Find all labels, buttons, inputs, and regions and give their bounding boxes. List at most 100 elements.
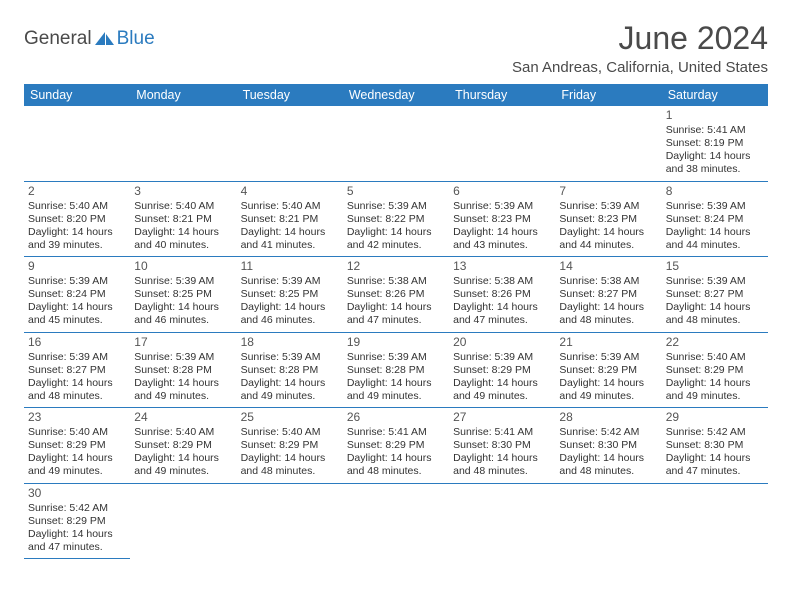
location-text: San Andreas, California, United States	[512, 59, 768, 76]
calendar-cell: 12Sunrise: 5:38 AMSunset: 8:26 PMDayligh…	[343, 257, 449, 333]
day-number: 20	[453, 335, 551, 350]
calendar-cell: 9Sunrise: 5:39 AMSunset: 8:24 PMDaylight…	[24, 257, 130, 333]
calendar-cell: 14Sunrise: 5:38 AMSunset: 8:27 PMDayligh…	[555, 257, 661, 333]
calendar-cell-empty	[130, 483, 236, 559]
sunset-line: Sunset: 8:29 PM	[241, 439, 339, 452]
day-number: 26	[347, 410, 445, 425]
daylight-line-2: and 44 minutes.	[559, 239, 657, 252]
sunrise-line: Sunrise: 5:38 AM	[453, 275, 551, 288]
daylight-line-1: Daylight: 14 hours	[28, 452, 126, 465]
daylight-line-2: and 49 minutes.	[666, 390, 764, 403]
sunrise-line: Sunrise: 5:39 AM	[347, 351, 445, 364]
day-number: 13	[453, 259, 551, 274]
sunrise-line: Sunrise: 5:40 AM	[28, 426, 126, 439]
day-number: 1	[666, 108, 764, 123]
day-number: 24	[134, 410, 232, 425]
calendar-body: 1Sunrise: 5:41 AMSunset: 8:19 PMDaylight…	[24, 106, 768, 559]
logo-text-general: General	[24, 28, 92, 50]
sunrise-line: Sunrise: 5:41 AM	[453, 426, 551, 439]
day-number: 29	[666, 410, 764, 425]
calendar-cell: 8Sunrise: 5:39 AMSunset: 8:24 PMDaylight…	[662, 181, 768, 257]
day-number: 30	[28, 486, 126, 501]
daylight-line-2: and 47 minutes.	[347, 314, 445, 327]
daylight-line-1: Daylight: 14 hours	[347, 452, 445, 465]
daylight-line-1: Daylight: 14 hours	[134, 452, 232, 465]
sunrise-line: Sunrise: 5:40 AM	[134, 200, 232, 213]
calendar-row: 23Sunrise: 5:40 AMSunset: 8:29 PMDayligh…	[24, 408, 768, 484]
day-number: 7	[559, 184, 657, 199]
calendar-cell: 24Sunrise: 5:40 AMSunset: 8:29 PMDayligh…	[130, 408, 236, 484]
sunset-line: Sunset: 8:29 PM	[28, 439, 126, 452]
calendar-cell-empty	[237, 483, 343, 559]
day-number: 16	[28, 335, 126, 350]
sunrise-line: Sunrise: 5:40 AM	[28, 200, 126, 213]
sunrise-line: Sunrise: 5:38 AM	[347, 275, 445, 288]
daylight-line-2: and 44 minutes.	[666, 239, 764, 252]
sunset-line: Sunset: 8:19 PM	[666, 137, 764, 150]
sunset-line: Sunset: 8:24 PM	[666, 213, 764, 226]
day-cell: 5Sunrise: 5:39 AMSunset: 8:22 PMDaylight…	[347, 184, 445, 253]
day-number: 17	[134, 335, 232, 350]
sunset-line: Sunset: 8:28 PM	[134, 364, 232, 377]
daylight-line-2: and 41 minutes.	[241, 239, 339, 252]
sunset-line: Sunset: 8:29 PM	[666, 364, 764, 377]
day-cell: 27Sunrise: 5:41 AMSunset: 8:30 PMDayligh…	[453, 410, 551, 479]
calendar-cell: 6Sunrise: 5:39 AMSunset: 8:23 PMDaylight…	[449, 181, 555, 257]
sunrise-line: Sunrise: 5:39 AM	[666, 275, 764, 288]
sunset-line: Sunset: 8:20 PM	[28, 213, 126, 226]
daylight-line-1: Daylight: 14 hours	[559, 226, 657, 239]
sunrise-line: Sunrise: 5:39 AM	[453, 351, 551, 364]
sunrise-line: Sunrise: 5:39 AM	[453, 200, 551, 213]
calendar-cell: 4Sunrise: 5:40 AMSunset: 8:21 PMDaylight…	[237, 181, 343, 257]
sunset-line: Sunset: 8:28 PM	[241, 364, 339, 377]
day-cell: 12Sunrise: 5:38 AMSunset: 8:26 PMDayligh…	[347, 259, 445, 328]
daylight-line-1: Daylight: 14 hours	[28, 301, 126, 314]
day-number: 22	[666, 335, 764, 350]
daylight-line-1: Daylight: 14 hours	[559, 452, 657, 465]
calendar-cell: 21Sunrise: 5:39 AMSunset: 8:29 PMDayligh…	[555, 332, 661, 408]
calendar-cell: 26Sunrise: 5:41 AMSunset: 8:29 PMDayligh…	[343, 408, 449, 484]
day-number: 2	[28, 184, 126, 199]
calendar-cell-empty	[555, 483, 661, 559]
sunset-line: Sunset: 8:29 PM	[134, 439, 232, 452]
calendar-cell: 22Sunrise: 5:40 AMSunset: 8:29 PMDayligh…	[662, 332, 768, 408]
day-cell: 7Sunrise: 5:39 AMSunset: 8:23 PMDaylight…	[559, 184, 657, 253]
calendar-cell: 29Sunrise: 5:42 AMSunset: 8:30 PMDayligh…	[662, 408, 768, 484]
day-number: 3	[134, 184, 232, 199]
day-cell: 14Sunrise: 5:38 AMSunset: 8:27 PMDayligh…	[559, 259, 657, 328]
sunrise-line: Sunrise: 5:41 AM	[666, 124, 764, 137]
sunrise-line: Sunrise: 5:42 AM	[28, 502, 126, 515]
daylight-line-2: and 48 minutes.	[666, 314, 764, 327]
day-number: 27	[453, 410, 551, 425]
daylight-line-1: Daylight: 14 hours	[559, 377, 657, 390]
month-title: June 2024	[512, 20, 768, 57]
daylight-line-1: Daylight: 14 hours	[28, 226, 126, 239]
column-header: Wednesday	[343, 84, 449, 106]
daylight-line-1: Daylight: 14 hours	[28, 377, 126, 390]
daylight-line-2: and 45 minutes.	[28, 314, 126, 327]
daylight-line-1: Daylight: 14 hours	[666, 150, 764, 163]
daylight-line-2: and 49 minutes.	[28, 465, 126, 478]
sunrise-line: Sunrise: 5:39 AM	[28, 351, 126, 364]
sunset-line: Sunset: 8:21 PM	[134, 213, 232, 226]
calendar-table: SundayMondayTuesdayWednesdayThursdayFrid…	[24, 84, 768, 559]
daylight-line-2: and 38 minutes.	[666, 163, 764, 176]
sunset-line: Sunset: 8:26 PM	[453, 288, 551, 301]
daylight-line-1: Daylight: 14 hours	[453, 226, 551, 239]
day-cell: 2Sunrise: 5:40 AMSunset: 8:20 PMDaylight…	[28, 184, 126, 253]
day-cell: 10Sunrise: 5:39 AMSunset: 8:25 PMDayligh…	[134, 259, 232, 328]
day-number: 25	[241, 410, 339, 425]
day-cell: 25Sunrise: 5:40 AMSunset: 8:29 PMDayligh…	[241, 410, 339, 479]
daylight-line-2: and 42 minutes.	[347, 239, 445, 252]
column-header: Tuesday	[237, 84, 343, 106]
daylight-line-1: Daylight: 14 hours	[666, 226, 764, 239]
day-cell: 16Sunrise: 5:39 AMSunset: 8:27 PMDayligh…	[28, 335, 126, 404]
day-number: 12	[347, 259, 445, 274]
daylight-line-2: and 40 minutes.	[134, 239, 232, 252]
daylight-line-1: Daylight: 14 hours	[241, 377, 339, 390]
daylight-line-1: Daylight: 14 hours	[453, 377, 551, 390]
calendar-cell: 16Sunrise: 5:39 AMSunset: 8:27 PMDayligh…	[24, 332, 130, 408]
sunset-line: Sunset: 8:23 PM	[559, 213, 657, 226]
calendar-cell-empty	[449, 483, 555, 559]
calendar-cell: 20Sunrise: 5:39 AMSunset: 8:29 PMDayligh…	[449, 332, 555, 408]
